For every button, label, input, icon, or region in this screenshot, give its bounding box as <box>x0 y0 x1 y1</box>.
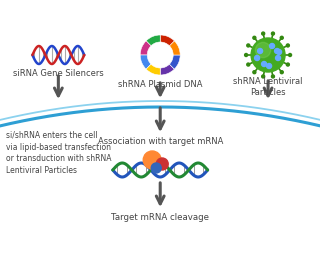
Circle shape <box>280 71 283 74</box>
Circle shape <box>271 32 275 35</box>
Circle shape <box>151 163 161 173</box>
Wedge shape <box>146 64 160 75</box>
Circle shape <box>255 56 260 60</box>
Text: shRNA Lentiviral
Particles: shRNA Lentiviral Particles <box>233 77 303 97</box>
Wedge shape <box>160 35 174 46</box>
Circle shape <box>253 71 256 74</box>
Circle shape <box>267 64 272 68</box>
Circle shape <box>251 38 285 72</box>
Text: Association with target mRNA: Association with target mRNA <box>98 137 223 146</box>
Text: Target mRNA cleavage: Target mRNA cleavage <box>111 213 209 222</box>
Text: shRNA Plasmid DNA: shRNA Plasmid DNA <box>118 80 203 89</box>
Text: si/shRNA enters the cell
via lipid-based transfection
or transduction with shRNA: si/shRNA enters the cell via lipid-based… <box>6 131 112 175</box>
Circle shape <box>143 151 161 169</box>
Circle shape <box>276 50 282 54</box>
Circle shape <box>262 75 265 78</box>
Circle shape <box>253 36 256 39</box>
Circle shape <box>244 54 248 56</box>
Circle shape <box>275 48 280 54</box>
Circle shape <box>269 43 275 48</box>
Circle shape <box>271 75 275 78</box>
Circle shape <box>262 32 265 35</box>
Circle shape <box>255 42 271 58</box>
Circle shape <box>289 54 292 56</box>
Circle shape <box>280 36 283 39</box>
Wedge shape <box>169 55 180 69</box>
Circle shape <box>258 48 263 54</box>
Circle shape <box>247 63 250 66</box>
Text: siRNA Gene Silencers: siRNA Gene Silencers <box>13 69 104 78</box>
Wedge shape <box>140 55 151 69</box>
Wedge shape <box>140 41 151 55</box>
Circle shape <box>286 44 289 47</box>
Circle shape <box>247 44 250 47</box>
Wedge shape <box>160 64 174 75</box>
Circle shape <box>156 158 168 170</box>
Circle shape <box>276 56 281 60</box>
Wedge shape <box>146 35 160 46</box>
Circle shape <box>261 62 267 67</box>
Wedge shape <box>169 41 180 55</box>
Circle shape <box>286 63 289 66</box>
